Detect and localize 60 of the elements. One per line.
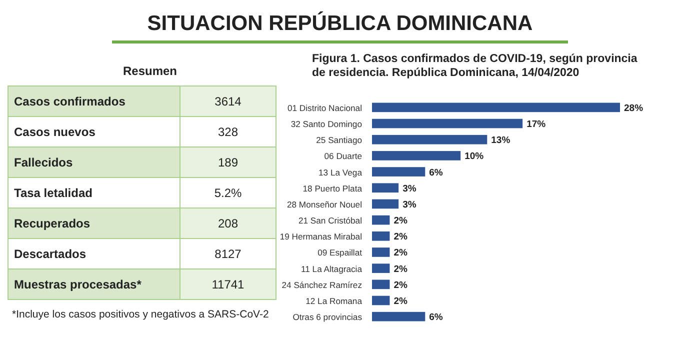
bar	[372, 264, 390, 273]
text: 328	[218, 124, 238, 139]
y-tick-label: 06 Duarte	[324, 151, 362, 162]
data-label: 13%	[491, 135, 511, 146]
data-label: 6%	[429, 167, 444, 178]
data-label: 2%	[394, 280, 408, 291]
y-tick-label: 24 Sánchez Ramírez	[282, 280, 362, 290]
bar	[372, 312, 426, 322]
bar	[372, 199, 399, 209]
y-tick-label: 12 La Romana	[306, 296, 362, 306]
category-label: Casos nuevos	[14, 124, 96, 139]
chart-title: Figura 1. Casos confirmados de COVID-19, según provincia de residencia. República Dominicana, 14/04/2020	[312, 53, 638, 79]
data-label: 3%	[402, 199, 417, 210]
bar	[372, 231, 390, 241]
category-label: Fallecidos	[14, 155, 74, 170]
y-tick-label: 28 Monseñor Nouel	[286, 199, 362, 210]
y-tick-label: 18 Puerto Plata	[302, 183, 362, 194]
bar	[372, 248, 390, 257]
data-label: 2%	[394, 248, 408, 259]
text: SITUACION REPÚBLICA DOMINICANA	[147, 11, 533, 35]
text: 8127	[214, 246, 242, 261]
text: 5.2%	[214, 186, 242, 200]
text: *Incluye los casos positivos y negativos a SARS-CoV-2	[12, 308, 269, 320]
category-label: Recuperados	[14, 216, 90, 230]
bar	[372, 183, 399, 193]
bar	[372, 296, 390, 306]
bar	[372, 215, 390, 225]
bar	[372, 167, 426, 176]
y-tick-label: 13 La Vega	[318, 167, 362, 178]
text: 11741	[212, 277, 244, 292]
y-tick-label: 09 Espaillat	[318, 248, 363, 258]
y-tick-label: 21 San Cristóbal	[298, 216, 362, 226]
y-tick-label: 25 Santiago	[316, 135, 362, 146]
data-label: 2%	[394, 216, 408, 227]
category-label: Casos confirmados	[14, 94, 126, 108]
data-label: 3%	[402, 183, 417, 194]
data-label: 6%	[429, 312, 444, 324]
bar	[372, 151, 461, 160]
category-label: Muestras procesadas*	[14, 277, 142, 292]
bar	[372, 134, 488, 144]
text: 208	[218, 216, 238, 230]
y-tick-label: 32 Santo Domingo	[290, 119, 362, 130]
y-tick-label: 19 Hermanas Mirabal	[280, 232, 362, 242]
bar	[372, 118, 523, 128]
y-tick-label: Otras 6 provincias	[292, 312, 362, 322]
bar	[372, 280, 390, 290]
data-label: 2%	[394, 232, 408, 243]
text: 3614	[214, 94, 242, 108]
data-label: 10%	[464, 151, 484, 162]
bar	[372, 102, 620, 112]
data-label: 2%	[394, 296, 408, 307]
text: 189	[218, 155, 238, 170]
category-label: Tasa letalidad	[14, 186, 92, 200]
y-tick-label: 01 Distrito Nacional	[287, 102, 362, 113]
y-tick-label: 11 La Altagracia	[301, 264, 362, 274]
text: Resumen	[122, 64, 178, 78]
data-label: 2%	[394, 264, 408, 275]
data-label: 17%	[526, 119, 546, 130]
category-label: Descartados	[14, 246, 86, 261]
data-label: 28%	[624, 102, 644, 114]
